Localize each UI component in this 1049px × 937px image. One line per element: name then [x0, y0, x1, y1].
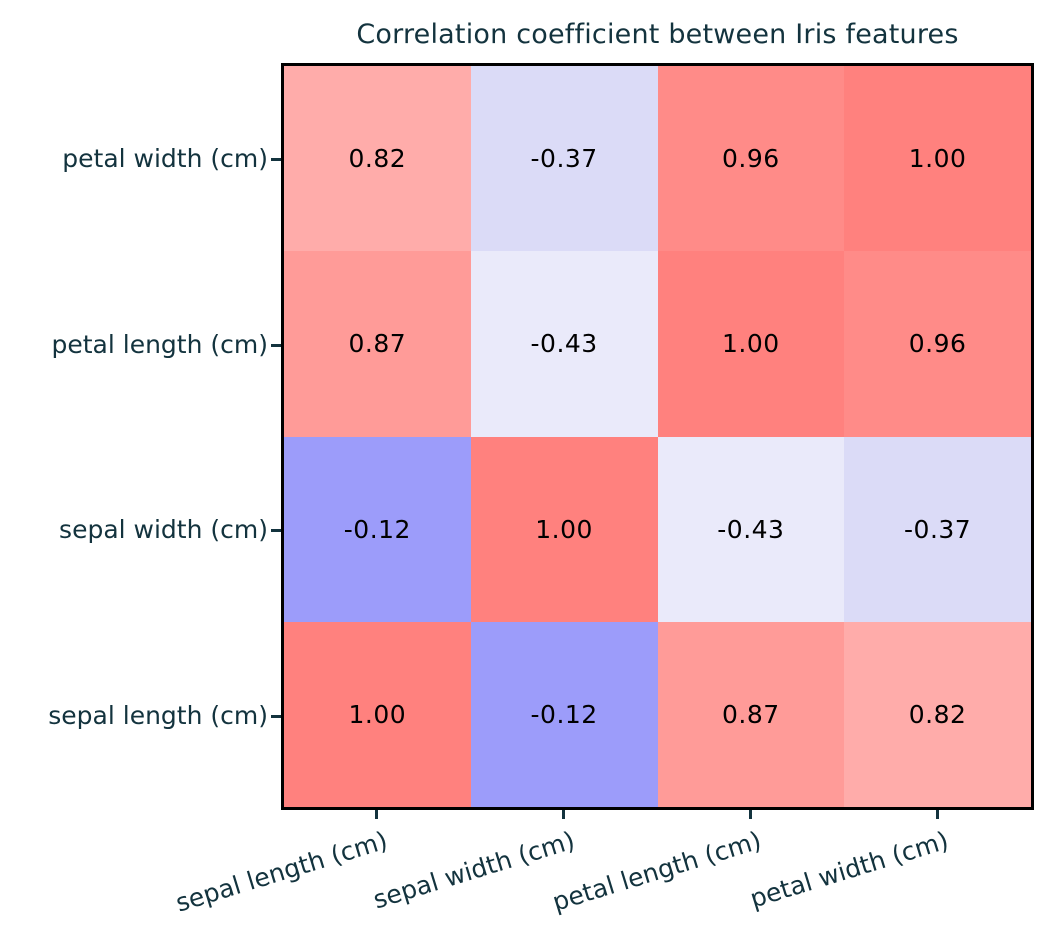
cell-value: 0.82 — [348, 144, 407, 174]
cell-value: 0.82 — [908, 699, 967, 729]
xtick-label-petal-length: petal length (cm) — [549, 825, 766, 917]
cell-value: 1.00 — [722, 329, 780, 359]
cell-value: 0.96 — [722, 144, 780, 174]
heatmap-cell-r0c3: 1.00 — [844, 66, 1031, 252]
cell-value: -0.12 — [530, 699, 598, 729]
cell-value: 1.00 — [908, 144, 967, 174]
x-tick-mark-0 — [375, 810, 378, 819]
x-tick-mark-1 — [562, 810, 565, 819]
cell-value: 1.00 — [535, 514, 593, 544]
y-tick-mark-1 — [271, 344, 281, 347]
xtick-label-sepal-width: sepal width (cm) — [369, 825, 579, 915]
heatmap-cell-r1c2: 1.00 — [657, 251, 845, 437]
cell-value: 0.96 — [908, 329, 967, 359]
cell-value: -0.37 — [530, 144, 598, 174]
cell-value: 0.87 — [348, 329, 407, 359]
chart-title: Correlation coefficient between Iris fea… — [356, 19, 959, 50]
ytick-label-petal-width: petal width (cm) — [62, 144, 268, 173]
heatmap-cell-r0c0: 0.82 — [284, 66, 471, 252]
cell-value: -0.12 — [343, 514, 411, 544]
heatmap-cell-r3c3: 0.82 — [844, 621, 1031, 807]
heatmap-cell-r0c2: 0.96 — [657, 66, 845, 252]
cell-value: 0.87 — [722, 699, 780, 729]
heatmap-cell-r1c1: -0.43 — [470, 251, 658, 437]
xtick-label-sepal-length: sepal length (cm) — [172, 825, 392, 918]
heatmap-cell-r1c0: 0.87 — [284, 251, 471, 437]
heatmap-cell-r0c1: -0.37 — [470, 66, 658, 252]
heatmap-cell-r3c0: 1.00 — [284, 621, 471, 807]
y-tick-mark-0 — [271, 158, 281, 161]
heatmap-cell-r2c2: -0.43 — [657, 436, 845, 622]
heatmap-cell-r1c3: 0.96 — [844, 251, 1031, 437]
cell-value: -0.37 — [904, 514, 972, 544]
ytick-label-petal-length: petal length (cm) — [51, 330, 268, 359]
cell-value: -0.43 — [717, 514, 785, 544]
heatmap-cell-r2c3: -0.37 — [844, 436, 1031, 622]
cell-value: -0.43 — [530, 329, 598, 359]
heatmap-cell-r3c1: -0.12 — [470, 621, 658, 807]
plot-frame: 0.82 -0.37 0.96 1.00 0.87 -0.43 1.00 0.96 -0.12 1… — [281, 63, 1034, 810]
heatmap-cell-r2c0: -0.12 — [284, 436, 471, 622]
ytick-label-sepal-width: sepal width (cm) — [59, 515, 268, 544]
heatmap-cell-r3c2: 0.87 — [657, 621, 845, 807]
heatmap-grid: 0.82 -0.37 0.96 1.00 0.87 -0.43 1.00 0.96 -0.12 1… — [284, 66, 1031, 807]
ytick-label-sepal-length: sepal length (cm) — [48, 701, 268, 730]
y-tick-mark-3 — [271, 715, 281, 718]
cell-value: 1.00 — [348, 699, 407, 729]
heatmap-cell-r2c1: 1.00 — [470, 436, 658, 622]
x-tick-mark-2 — [749, 810, 752, 819]
x-tick-mark-3 — [936, 810, 939, 819]
y-tick-mark-2 — [271, 529, 281, 532]
xtick-label-petal-width: petal width (cm) — [746, 825, 953, 914]
